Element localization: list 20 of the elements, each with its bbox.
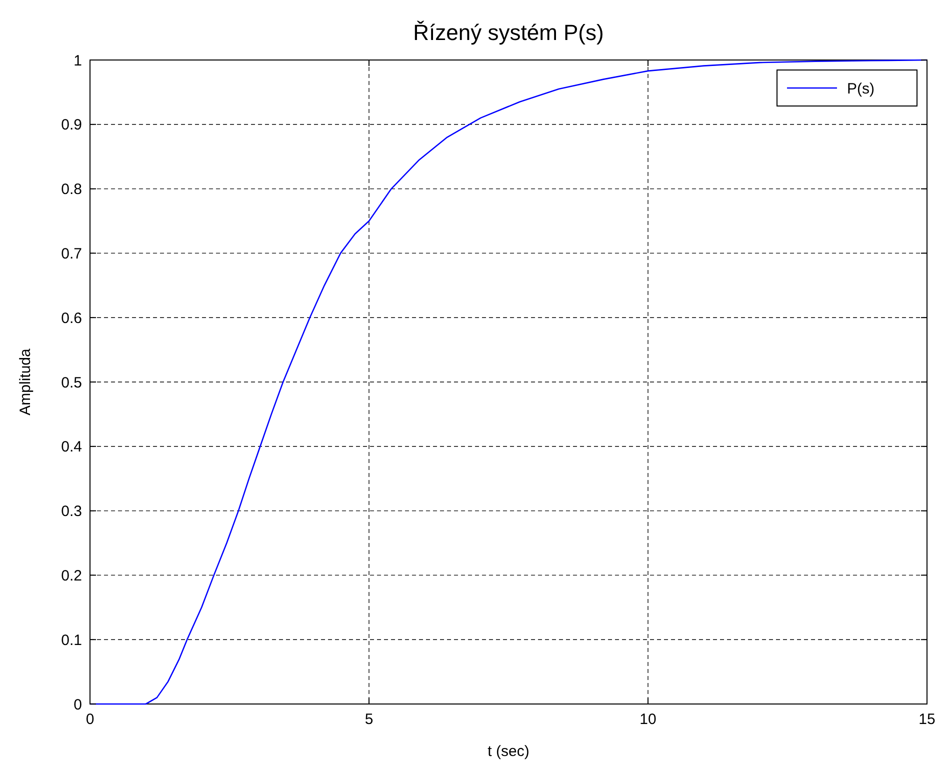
x-axis-title: t (sec) — [488, 743, 530, 760]
y-tick-label: 0 — [74, 696, 82, 714]
y-tick-label: 0.8 — [61, 181, 82, 198]
x-tick-label: 10 — [640, 711, 656, 728]
y-tick-label: 0.7 — [61, 245, 82, 262]
y-tick-label: 0.2 — [61, 567, 82, 584]
y-tick-label: 0.4 — [61, 438, 82, 456]
y-tick-label: 0.5 — [61, 374, 82, 392]
x-tick-label: 0 — [86, 711, 94, 728]
x-tick-label: 15 — [918, 711, 936, 728]
line-series — [89, 59, 928, 705]
y-tick-label: 0.1 — [61, 632, 82, 649]
y-tick-label: 0.6 — [61, 310, 82, 327]
y-axis-title: Amplituda — [17, 348, 34, 416]
y-tick-label: 0.3 — [61, 503, 82, 520]
x-tick-label: 5 — [364, 711, 374, 728]
y-tick-label: 0.9 — [61, 116, 82, 134]
y-tick-label: 1 — [74, 52, 82, 70]
chart-title: Řízený systém P(s) — [413, 20, 604, 45]
legend-label: P(s) — [847, 80, 874, 98]
